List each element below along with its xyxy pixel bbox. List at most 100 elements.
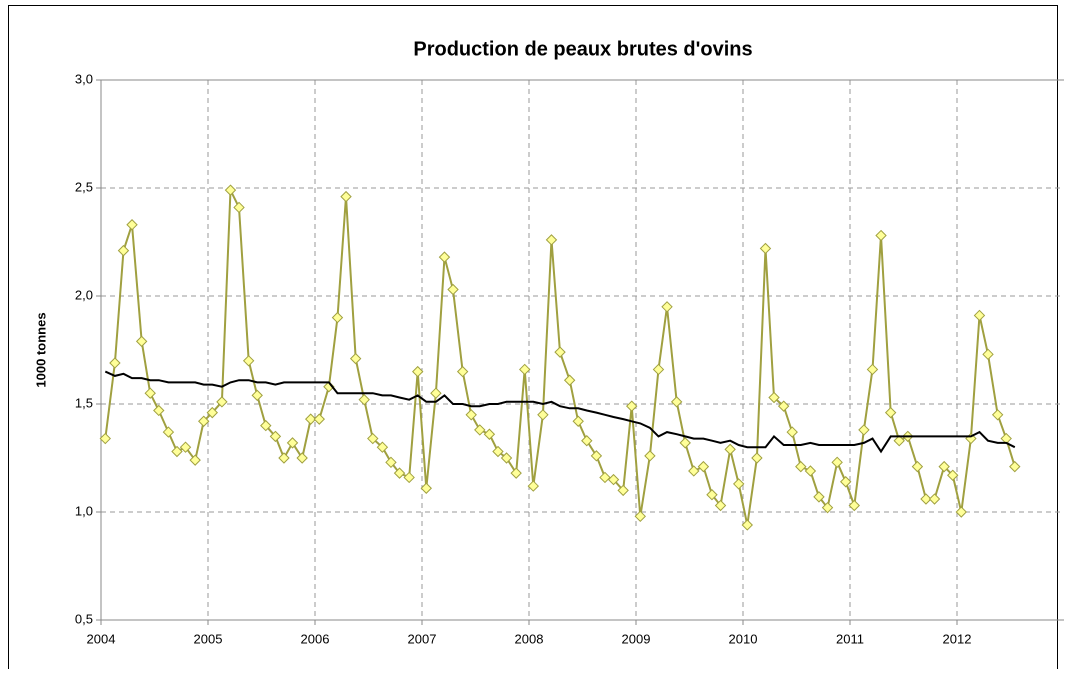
- data-point: [99, 432, 111, 445]
- y-tick-label: 2,5: [75, 179, 93, 194]
- data-point: [179, 441, 192, 453]
- data-point: [296, 452, 308, 464]
- data-point: [189, 454, 201, 466]
- data-point: [947, 469, 959, 481]
- data-point: [438, 251, 451, 263]
- data-point: [706, 489, 718, 501]
- x-tick-label: 2004: [87, 631, 116, 646]
- data-point: [973, 309, 986, 322]
- y-tick-label: 3,0: [75, 71, 93, 86]
- data-point: [626, 400, 638, 412]
- data-point: [126, 219, 138, 231]
- data-point: [840, 476, 852, 488]
- data-point: [617, 484, 629, 497]
- data-point: [403, 471, 415, 484]
- data-point: [216, 396, 228, 408]
- data-point: [251, 389, 263, 402]
- data-point: [456, 365, 469, 378]
- data-point: [875, 229, 887, 242]
- data-point: [920, 493, 932, 505]
- data-point: [153, 404, 165, 417]
- data-point: [955, 506, 967, 518]
- data-point: [305, 413, 317, 425]
- data-point: [607, 473, 620, 486]
- data-point: [813, 491, 825, 503]
- data-point: [581, 435, 593, 447]
- x-tick-label: 2009: [622, 631, 651, 646]
- data-point: [135, 335, 148, 348]
- data-point: [928, 493, 941, 505]
- series-line: [104, 370, 1016, 454]
- data-point: [599, 471, 611, 484]
- data-point: [500, 452, 513, 464]
- data-point: [848, 499, 860, 512]
- data-point: [206, 406, 218, 419]
- data-point: [768, 391, 780, 404]
- data-point: [858, 424, 870, 436]
- data-point: [358, 393, 370, 406]
- chart-border: [8, 5, 1058, 674]
- data-point: [483, 428, 496, 440]
- data-point: [563, 374, 576, 386]
- y-tick-label: 0,5: [75, 611, 93, 626]
- data-point: [661, 301, 673, 313]
- data-point: [893, 435, 905, 447]
- data-point: [831, 456, 843, 469]
- data-point: [821, 501, 834, 514]
- data-point: [430, 387, 442, 399]
- x-tick-label: 2007: [408, 631, 437, 646]
- x-tick-label: 2012: [943, 631, 972, 646]
- x-tick-label: 2011: [836, 631, 864, 646]
- data-point: [714, 499, 727, 512]
- data-point: [331, 311, 344, 324]
- data-point: [804, 465, 817, 477]
- chart-title: Production de peaux brutes d'ovins: [413, 38, 752, 60]
- data-point: [109, 357, 121, 369]
- data-point: [162, 426, 175, 438]
- data-point: [911, 460, 924, 473]
- data-point: [349, 352, 362, 365]
- data-point: [572, 415, 584, 427]
- data-point: [759, 242, 772, 255]
- data-point: [117, 244, 130, 257]
- data-point: [376, 441, 389, 453]
- data-point: [278, 452, 290, 464]
- data-point: [751, 452, 763, 464]
- x-tick-label: 2006: [301, 631, 330, 646]
- data-point: [510, 467, 522, 479]
- data-point: [652, 363, 665, 376]
- x-tick-label: 2010: [729, 631, 758, 646]
- data-point: [938, 460, 950, 473]
- data-point: [492, 445, 504, 458]
- data-point: [527, 480, 539, 492]
- data-point: [795, 460, 807, 473]
- data-point: [233, 201, 245, 214]
- x-tick-label: 2005: [194, 631, 223, 646]
- data-point: [171, 445, 183, 458]
- data-point: [198, 415, 210, 427]
- data-point: [420, 482, 432, 494]
- data-point: [269, 430, 282, 443]
- data-point: [697, 460, 710, 473]
- data-point: [884, 406, 897, 419]
- x-tick-label: 2008: [515, 631, 544, 646]
- data-point: [340, 190, 352, 203]
- y-axis-label: 1000 tonnes: [33, 312, 48, 387]
- data-point: [786, 426, 798, 438]
- data-point: [688, 465, 700, 477]
- data-point: [385, 456, 397, 469]
- data-point: [313, 413, 325, 425]
- plot-frame: [100, 79, 1064, 621]
- data-point: [537, 409, 549, 421]
- data-point: [286, 437, 299, 449]
- data-point: [679, 437, 691, 449]
- data-point: [144, 387, 156, 399]
- data-point: [670, 396, 683, 408]
- data-point: [412, 365, 424, 378]
- data-point: [367, 432, 379, 445]
- data-point: [224, 184, 237, 196]
- data-point: [777, 400, 790, 412]
- data-point: [991, 409, 1004, 421]
